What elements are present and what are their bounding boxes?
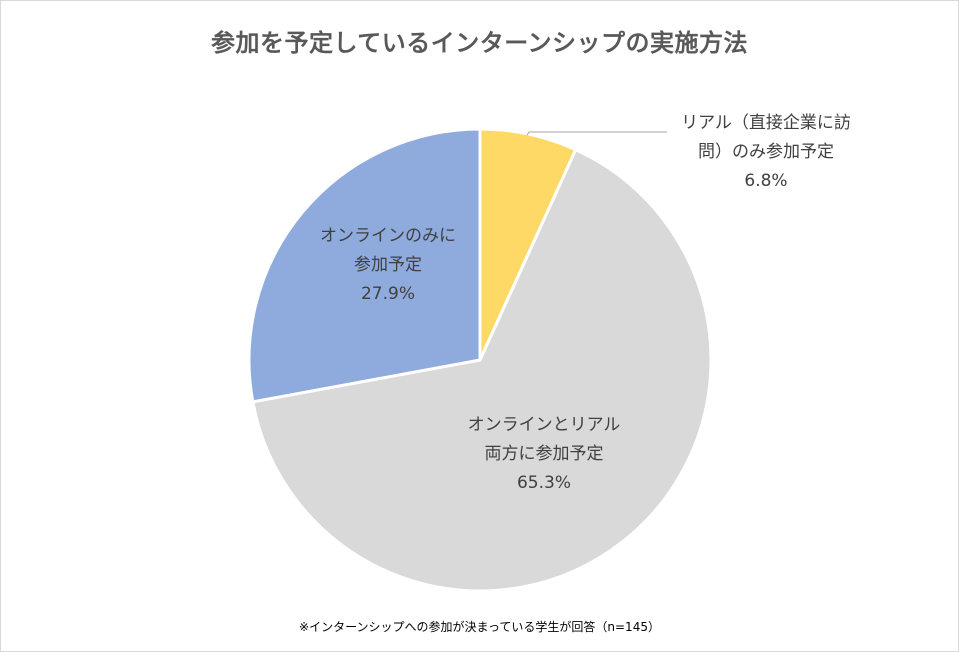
slice-value-real-only: 6.8% <box>744 171 788 191</box>
slice-value-both: 65.3% <box>516 473 571 493</box>
chart-title: 参加を予定しているインターンシップの実施方法 <box>210 29 749 57</box>
slice-label-both-line1: オンラインとリアル <box>467 415 621 435</box>
slice-label-online-only-line2: 参加予定 <box>354 255 422 275</box>
slice-label-online-only: オンラインのみに 参加予定 27.9% <box>288 222 488 309</box>
footnote: ※インターンシップへの参加が決まっている学生が回答（n=145） <box>299 620 660 634</box>
slice-label-both-line2: 両方に参加予定 <box>484 444 604 464</box>
slice-label-online-only-line1: オンラインのみに <box>320 226 456 246</box>
pie-slice-both <box>251 148 713 593</box>
slice-label-real-only: リアル（直接企業に訪 問）のみ参加予定 6.8% <box>656 109 876 196</box>
slice-label-both: オンラインとリアル 両方に参加予定 65.3% <box>444 411 644 498</box>
leader-line <box>526 131 667 136</box>
pie-slice-online-only <box>247 127 482 404</box>
slice-value-online-only: 27.9% <box>360 284 415 304</box>
slice-label-real-only-line2: 問）のみ参加予定 <box>698 142 834 162</box>
slice-label-real-only-line1: リアル（直接企業に訪 <box>681 113 851 133</box>
